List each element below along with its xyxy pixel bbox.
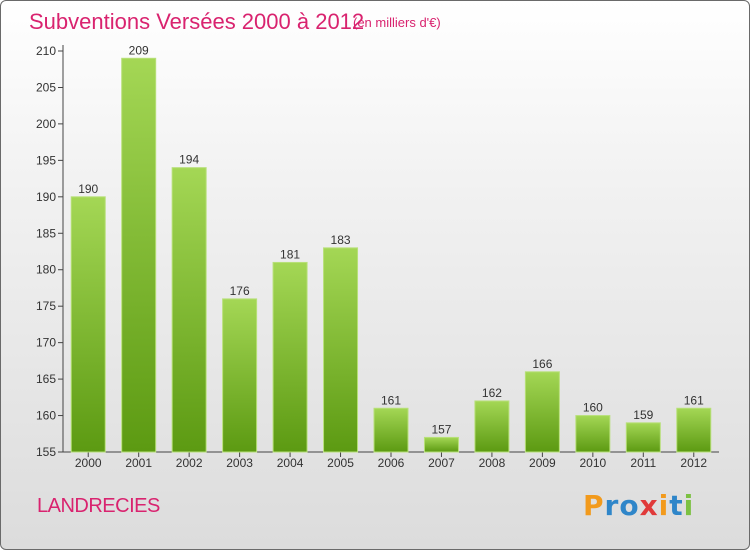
bar — [625, 422, 661, 453]
x-tick-label: 2002 — [176, 456, 203, 470]
x-tick-label: 2009 — [529, 456, 556, 470]
y-tick-label: 170 — [36, 336, 56, 350]
y-tick-label: 210 — [36, 44, 56, 58]
x-tick-label: 2008 — [479, 456, 506, 470]
y-tick-label: 200 — [36, 117, 56, 131]
x-tick-label: 2006 — [378, 456, 405, 470]
bar — [272, 261, 308, 453]
bar — [222, 298, 258, 453]
data-label: 176 — [230, 284, 250, 298]
x-tick-label: 2000 — [75, 456, 102, 470]
data-label: 190 — [78, 182, 98, 196]
bar — [474, 400, 510, 453]
y-tick-label: 160 — [36, 409, 56, 423]
logo-letter: x — [639, 489, 659, 522]
commune-name: LANDRECIES — [37, 495, 160, 517]
y-tick-label: 155 — [36, 445, 56, 459]
bar — [323, 247, 359, 453]
y-tick-label: 175 — [36, 299, 56, 313]
logo-letter: i — [658, 489, 670, 522]
chart-axes: 155 160 165 170 175 180 185 190 195 200 205 210 2000… — [36, 44, 719, 470]
x-tick-label: 2012 — [680, 456, 707, 470]
logo-letter: t — [669, 489, 684, 522]
y-tick-label: 205 — [36, 80, 56, 94]
y-tick-label: 165 — [36, 372, 56, 386]
x-tick-label: 2004 — [277, 456, 304, 470]
data-label: 194 — [179, 153, 199, 167]
bar — [575, 415, 611, 453]
bar — [524, 371, 560, 453]
chart-bars: 190 209 194 176 181 183 161 157 162 166 160 159 161 — [70, 43, 712, 453]
chart-title: Subventions Versées 2000 à 2012 — [29, 9, 365, 34]
data-label: 160 — [583, 401, 603, 415]
logo-letter: i — [683, 489, 695, 522]
y-tick-label: 190 — [36, 190, 56, 204]
y-tick-label: 185 — [36, 226, 56, 240]
bar — [171, 167, 207, 453]
logo-letter: P — [583, 489, 605, 522]
data-label: 183 — [331, 233, 351, 247]
logo-letter: o — [619, 489, 640, 522]
chart-subtitle: (en milliers d'€) — [353, 15, 441, 30]
data-label: 162 — [482, 386, 502, 400]
data-label: 166 — [532, 357, 552, 371]
y-tick-label: 195 — [36, 153, 56, 167]
bar — [121, 57, 157, 453]
proxiti-logo: Proxiti — [583, 489, 694, 522]
data-label: 209 — [129, 43, 149, 57]
data-label: 161 — [381, 393, 401, 407]
logo-letter: r — [604, 489, 620, 522]
y-tick-label: 180 — [36, 263, 56, 277]
data-label: 161 — [684, 393, 704, 407]
data-label: 181 — [280, 247, 300, 261]
x-tick-label: 2003 — [226, 456, 253, 470]
bar — [676, 407, 712, 453]
data-label: 157 — [431, 422, 451, 436]
x-tick-label: 2011 — [630, 456, 656, 470]
x-tick-label: 2005 — [327, 456, 354, 470]
bar — [423, 436, 459, 453]
data-label: 159 — [633, 408, 653, 422]
x-tick-label: 2010 — [579, 456, 606, 470]
bar — [70, 196, 106, 453]
x-tick-label: 2001 — [125, 456, 152, 470]
bar — [373, 407, 409, 453]
x-tick-label: 2007 — [428, 456, 455, 470]
